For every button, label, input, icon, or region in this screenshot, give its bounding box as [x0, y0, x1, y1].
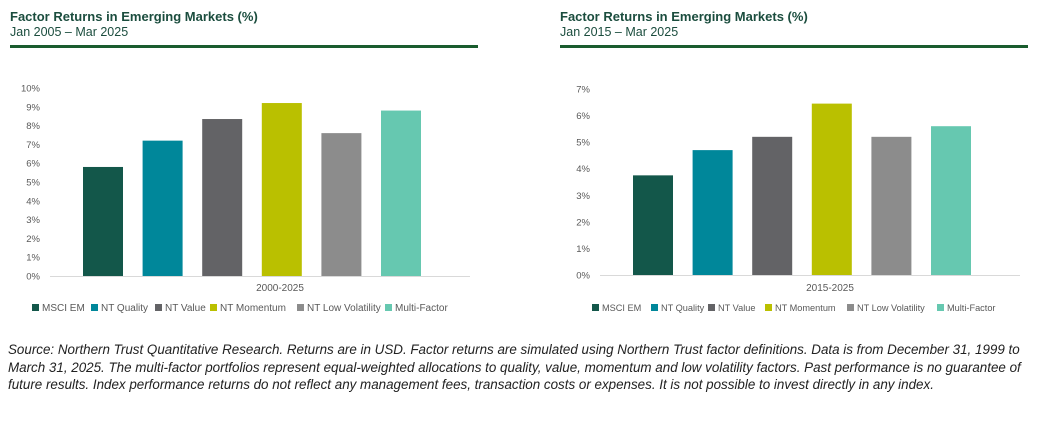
y-tick-label: 9% — [26, 102, 40, 113]
y-tick-label: 2% — [26, 234, 40, 245]
legend-swatch — [32, 304, 39, 311]
title-rule — [10, 45, 478, 48]
legend-swatch — [847, 304, 854, 311]
bar-msci-em — [83, 166, 123, 276]
legend-label: NT Quality — [101, 303, 148, 314]
y-tick-label: 3% — [26, 215, 40, 226]
x-category-label: 2000-2025 — [256, 283, 304, 294]
y-tick-label: 5% — [576, 138, 590, 149]
chart-subtitle: Jan 2005 – Mar 2025 — [10, 25, 129, 39]
legend-swatch — [155, 304, 162, 311]
bar-nt-quality — [142, 140, 183, 276]
bar-nt-momentum — [261, 103, 302, 276]
bar-nt-low-volatility — [871, 136, 912, 275]
bar-nt-value — [202, 119, 243, 276]
y-tick-label: 5% — [26, 178, 40, 189]
legend-swatch — [708, 304, 715, 311]
y-tick-label: 7% — [576, 85, 590, 96]
y-tick-label: 8% — [26, 121, 40, 132]
legend-label: Multi-Factor — [395, 303, 448, 314]
legend-swatch — [765, 304, 772, 311]
y-tick-label: 1% — [576, 244, 590, 255]
source-note: Source: Northern Trust Quantitative Rese… — [8, 342, 1021, 392]
legend-label: MSCI EM — [42, 303, 85, 314]
y-tick-label: 4% — [576, 164, 590, 175]
legend-swatch — [91, 304, 98, 311]
legend-label: NT Value — [165, 303, 206, 314]
legend-swatch — [651, 304, 658, 311]
legend-label: NT Low Volatility — [857, 303, 925, 313]
bar-chart-2000-2025: 0% 1% 2% 3% 4% 5% 6% 7% 8% 9% 10% 2000-2025 MSCI EM N… — [21, 84, 470, 314]
title-rule — [560, 45, 1028, 48]
bar-nt-low-volatility — [321, 133, 362, 276]
x-category-label: 2015-2025 — [806, 283, 854, 294]
legend-swatch — [937, 304, 944, 311]
legend-swatch — [385, 304, 392, 311]
legend-swatch — [592, 304, 599, 311]
bar-nt-momentum — [811, 103, 852, 275]
legend-swatch — [210, 304, 217, 311]
legend-label: NT Value — [718, 303, 755, 313]
y-tick-label: 6% — [26, 159, 40, 170]
legend-label: NT Momentum — [775, 303, 836, 313]
legend-label: NT Low Volatility — [307, 303, 381, 314]
bar-msci-em — [633, 175, 673, 275]
legend-swatch — [297, 304, 304, 311]
chart-subtitle: Jan 2015 – Mar 2025 — [560, 25, 679, 39]
bar-chart-2015-2025: 0% 1% 2% 3% 4% 5% 6% 7% 2015-2025 MSCI EM NT Quali… — [576, 85, 1020, 313]
y-tick-label: 7% — [26, 140, 40, 151]
legend-label: MSCI EM — [602, 303, 641, 313]
bar-multi-factor — [381, 110, 421, 276]
legend-label: NT Momentum — [220, 303, 286, 314]
y-tick-label: 3% — [576, 191, 590, 202]
bar-nt-quality — [692, 150, 733, 275]
bar-multi-factor — [931, 126, 971, 275]
y-tick-label: 1% — [26, 253, 40, 264]
chart-title: Factor Returns in Emerging Markets (%) — [10, 9, 258, 24]
y-tick-label: 6% — [576, 111, 590, 122]
y-tick-label: 10% — [21, 84, 41, 95]
legend-label: Multi-Factor — [947, 303, 996, 313]
y-tick-label: 4% — [26, 196, 40, 207]
chart-title: Factor Returns in Emerging Markets (%) — [560, 9, 808, 24]
legend-label: NT Quality — [661, 303, 705, 313]
bar-nt-value — [752, 136, 793, 275]
y-tick-label: 0% — [26, 272, 40, 283]
y-tick-label: 0% — [576, 271, 590, 282]
y-tick-label: 2% — [576, 217, 590, 228]
